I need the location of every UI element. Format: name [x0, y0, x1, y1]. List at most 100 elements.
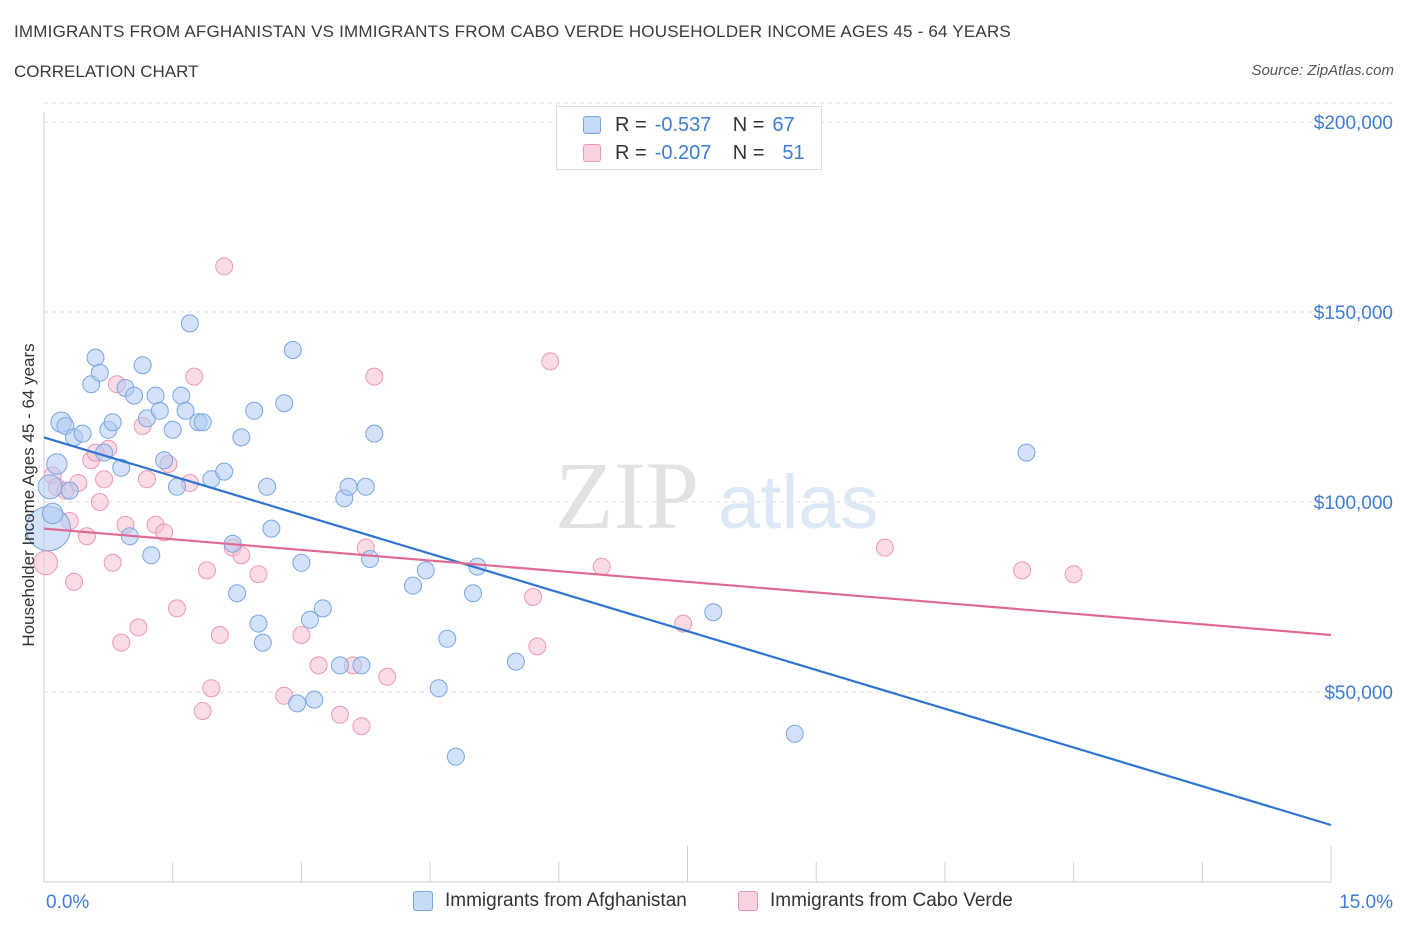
afghanistan-point — [506, 652, 525, 671]
correlation-legend: R = -0.537 N = 67 R = -0.207 N = 51 — [556, 106, 822, 170]
afghanistan-point — [288, 694, 307, 713]
cabo-verde-point — [592, 557, 611, 576]
grid-lines — [44, 102, 1392, 693]
cabo-verde-point — [129, 618, 148, 637]
legend-n-label: N = — [732, 141, 765, 164]
cabo-verde-point — [137, 470, 156, 489]
source-label: Source: ZipAtlas.com — [1251, 62, 1394, 79]
tick-labels: $50,000 $100,000 $150,000 $200,000 0.0% 15.0% — [46, 113, 1393, 913]
legend-r-value: -0.537 — [654, 113, 712, 136]
cabo-verde-point — [103, 553, 122, 572]
series-name-afghanistan: Immigrants from Afghanistan — [445, 890, 687, 911]
afghanistan-point — [215, 462, 234, 481]
series-legend-cabo-verde: Immigrants from Cabo Verde — [738, 890, 1013, 912]
afghanistan-point — [361, 550, 380, 568]
afghanistan-point — [37, 474, 63, 500]
afghanistan-point — [305, 690, 324, 709]
afghanistan-point — [41, 502, 64, 525]
afghanistan-point — [60, 481, 79, 500]
series-legend-afghanistan: Immigrants from Afghanistan — [413, 890, 687, 912]
y-tick-label: $200,000 — [1314, 113, 1393, 134]
cabo-verde-point — [309, 656, 328, 675]
cabo-verde-point — [65, 572, 84, 591]
afghanistan-point — [146, 386, 165, 405]
series-swatch-blue — [413, 891, 433, 911]
cabo-verde-point — [1013, 561, 1032, 580]
y-tick-label: $150,000 — [1314, 303, 1393, 324]
watermark-atlas: atlas — [718, 460, 879, 545]
afghanistan-point — [785, 724, 804, 743]
legend-n-label: N = — [732, 113, 765, 136]
legend-row-cabo-verde: R = -0.207 N = 51 — [583, 141, 805, 165]
afghanistan-point — [172, 386, 191, 405]
afghanistan-point — [429, 679, 448, 698]
afghanistan-point — [180, 314, 199, 333]
afghanistan-point — [228, 584, 247, 603]
cabo-verde-point — [90, 493, 109, 511]
series-legend: Immigrants from Afghanistan Immigrants f… — [0, 890, 1406, 914]
afghanistan-trend-line — [43, 436, 1332, 827]
cabo-verde-point — [215, 257, 234, 276]
afghanistan-point — [468, 557, 487, 576]
series-swatch-pink — [738, 891, 758, 911]
afghanistan-point — [339, 477, 358, 496]
afghanistan-point — [73, 424, 92, 443]
afghanistan-point — [167, 477, 186, 496]
afghanistan-point — [262, 519, 281, 538]
afghanistan-point — [193, 413, 212, 432]
chart-subtitle: CORRELATION CHART — [14, 62, 199, 81]
cabo-verde-point — [292, 626, 311, 644]
cabo-verde-point — [365, 367, 384, 386]
afghanistan-point — [86, 348, 105, 367]
y-axis-label: Householder Income Ages 45 - 64 years — [19, 343, 38, 647]
legend-swatch-pink — [583, 144, 601, 162]
cabo-verde-point — [524, 588, 543, 606]
cabo-verde-point — [185, 367, 204, 386]
cabo-verde-point — [528, 637, 547, 656]
afghanistan-point — [142, 546, 161, 565]
cabo-verde-point — [202, 679, 221, 698]
afghanistan-point — [352, 656, 371, 675]
x-tick-label-min: 0.0% — [46, 892, 89, 913]
cabo-verde-point — [198, 561, 217, 580]
afghanistan-point — [163, 420, 182, 439]
afghanistan-point — [331, 656, 350, 675]
cabo-verde-trend-line — [43, 527, 1332, 637]
afghanistan-point — [245, 401, 264, 420]
cabo-verde-point — [77, 527, 96, 546]
cabo-verde-point — [167, 599, 186, 618]
afghanistan-point — [313, 599, 332, 618]
trend-lines — [43, 436, 1332, 827]
afghanistan-point — [1017, 443, 1036, 462]
cabo-verde-point — [378, 667, 397, 686]
series-name-cabo-verde: Immigrants from Cabo Verde — [770, 890, 1013, 911]
afghanistan-point — [438, 629, 457, 648]
afghanistan-point — [464, 584, 482, 603]
cabo-verde-point — [331, 705, 350, 724]
cabo-verde-point — [193, 702, 212, 720]
afghanistan-point — [155, 451, 174, 470]
afghanistan-point — [292, 553, 311, 572]
afghanistan-point — [125, 386, 144, 405]
cabo-verde-point — [95, 470, 114, 489]
chart-title: IMMIGRANTS FROM AFGHANISTAN VS IMMIGRANT… — [14, 22, 1011, 41]
afghanistan-point — [416, 561, 435, 580]
legend-swatch-blue — [583, 116, 601, 134]
x-tick-label-max: 15.0% — [1339, 892, 1393, 913]
afghanistan-point — [446, 747, 465, 766]
afghanistan-point — [403, 576, 422, 595]
afghanistan-point — [300, 610, 319, 629]
afghanistan-point — [133, 356, 152, 375]
afghanistan-point — [704, 603, 723, 622]
legend-r-label: R = — [615, 141, 647, 164]
legend-n-value: 67 — [772, 113, 795, 136]
watermark: ZIP atlas — [555, 442, 879, 549]
afghanistan-point — [283, 341, 302, 359]
afghanistan-point — [103, 413, 122, 432]
legend-r-label: R = — [615, 113, 647, 136]
cabo-verde-point — [875, 538, 894, 557]
watermark-zip: ZIP — [555, 442, 699, 549]
afghanistan-point — [365, 424, 384, 443]
cabo-verde-point — [541, 352, 560, 371]
